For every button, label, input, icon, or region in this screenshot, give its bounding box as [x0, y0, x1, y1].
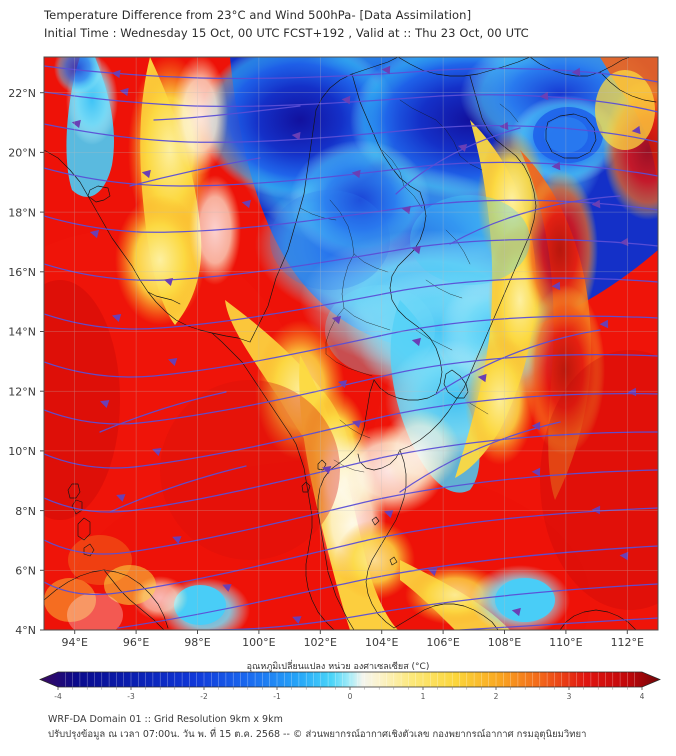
y-tick-label: 20°N — [8, 147, 36, 160]
colorbar-tick-label: -3 — [127, 692, 135, 701]
colorbar-tick-label: 1 — [421, 692, 426, 701]
y-tick-label: 4°N — [15, 624, 36, 637]
x-tick-label: 108°E — [488, 636, 521, 649]
x-tick-label: 100°E — [242, 636, 275, 649]
x-tick-label: 98°E — [184, 636, 210, 649]
coastlines-and-borders — [44, 57, 657, 630]
footer-domain-info: WRF-DA Domain 01 :: Grid Resolution 9km … — [48, 714, 283, 725]
map-axes: 94°E 96°E 98°E 100°E 102°E 104°E 106°E 1… — [8, 56, 659, 649]
y-tick-label: 6°N — [15, 565, 36, 578]
chart-title-primary: Temperature Difference from 23°C and Win… — [44, 8, 472, 22]
colorbar: -4 -3 -2 -1 0 1 2 3 4 — [39, 671, 661, 701]
y-tick-label: 14°N — [8, 326, 36, 339]
y-tick-label: 18°N — [8, 206, 36, 219]
colorbar-tick-label: 3 — [567, 692, 572, 701]
x-tick-label: 96°E — [123, 636, 149, 649]
chart-title-block: Temperature Difference from 23°C and Win… — [44, 6, 664, 42]
x-axis-tick-labels: 94°E 96°E 98°E 100°E 102°E 104°E 106°E 1… — [61, 636, 644, 649]
colorbar-tick-label: -1 — [273, 692, 281, 701]
southern-anomaly-features — [44, 355, 570, 630]
footer-credit-thai: ปรับปรุงข้อมูล ณ เวลา 07:00น. วัน พ. ที่… — [48, 729, 587, 740]
colorbar-tick-label: -4 — [54, 692, 62, 701]
chart-title-secondary: Initial Time : Wednesday 15 Oct, 00 UTC … — [44, 26, 529, 40]
colorbar-major-ticks — [57, 687, 643, 690]
x-tick-label: 102°E — [304, 636, 337, 649]
colorbar-tick-labels: -4 -3 -2 -1 0 1 2 3 4 — [54, 692, 644, 701]
colorbar-tick-label: 0 — [348, 692, 353, 701]
x-tick-label: 94°E — [61, 636, 87, 649]
x-tick-label: 104°E — [365, 636, 398, 649]
x-tick-label: 106°E — [426, 636, 459, 649]
colorbar-tick-label: -2 — [200, 692, 208, 701]
transition-bands — [54, 57, 658, 500]
y-tick-label: 16°N — [8, 266, 36, 279]
x-tick-label: 110°E — [549, 636, 582, 649]
streamline-arrowheads — [71, 65, 641, 624]
colorbar-tick-label: 4 — [640, 692, 645, 701]
y-tick-label: 12°N — [8, 385, 36, 398]
colorbar-tick-label: 2 — [494, 692, 499, 701]
y-tick-label: 8°N — [15, 505, 36, 518]
figure-footer: WRF-DA Domain 01 :: Grid Resolution 9km … — [48, 712, 668, 742]
map-gridlines — [44, 57, 658, 630]
y-tick-label: 22°N — [8, 87, 36, 100]
temperature-anomaly-field — [44, 57, 658, 630]
colorbar-title: อุณหภูมิเปลี่ยนแปลง หน่วย องศาเซลเซียส (… — [246, 662, 430, 672]
y-axis-tick-labels: 4°N 6°N 8°N 10°N 12°N 14°N 16°N 18°N 20°… — [8, 87, 36, 637]
y-tick-label: 10°N — [8, 445, 36, 458]
wind-streamlines-500hpa — [44, 65, 658, 630]
x-tick-label: 112°E — [611, 636, 644, 649]
